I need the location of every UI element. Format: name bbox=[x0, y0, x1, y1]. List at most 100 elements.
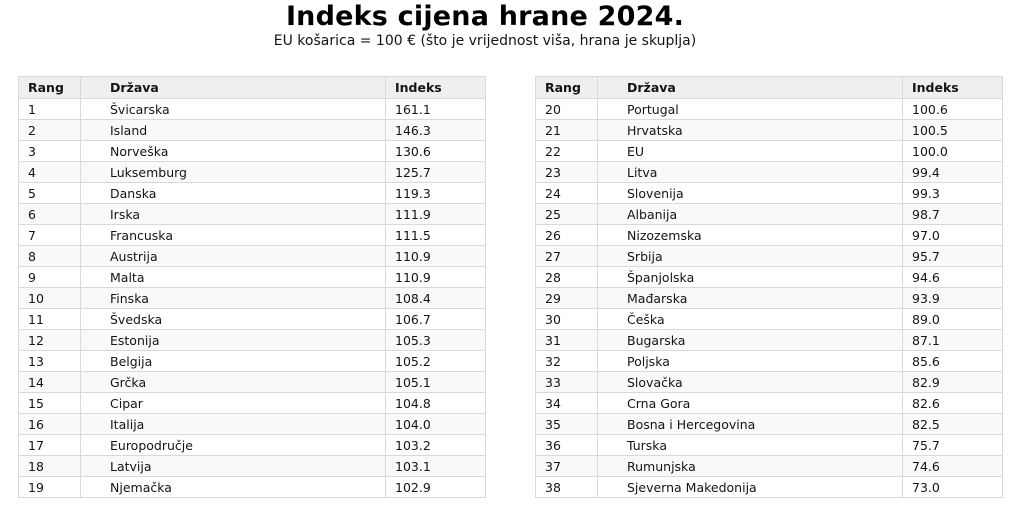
table-row: 5 Danska 119.3 bbox=[18, 182, 486, 204]
rank-cell: 1 bbox=[18, 98, 81, 120]
column-header-drzava: Država bbox=[80, 76, 386, 99]
index-cell: 98.7 bbox=[902, 203, 1003, 225]
rank-cell: 34 bbox=[535, 392, 598, 414]
table-row: 36 Turska 75.7 bbox=[535, 434, 1003, 456]
rank-cell: 26 bbox=[535, 224, 598, 246]
country-cell: Češka bbox=[597, 308, 903, 330]
index-cell: 161.1 bbox=[385, 98, 486, 120]
index-cell: 130.6 bbox=[385, 140, 486, 162]
index-cell: 73.0 bbox=[902, 476, 1003, 498]
country-cell: Malta bbox=[80, 266, 386, 288]
index-cell: 95.7 bbox=[902, 245, 1003, 267]
rank-cell: 15 bbox=[18, 392, 81, 414]
table-row: 34 Crna Gora 82.6 bbox=[535, 392, 1003, 414]
index-cell: 103.2 bbox=[385, 434, 486, 456]
rank-cell: 33 bbox=[535, 371, 598, 393]
country-cell: EU bbox=[597, 140, 903, 162]
country-cell: Hrvatska bbox=[597, 119, 903, 141]
table-row: 1 Švicarska 161.1 bbox=[18, 98, 486, 120]
index-cell: 111.9 bbox=[385, 203, 486, 225]
index-cell: 99.3 bbox=[902, 182, 1003, 204]
rank-cell: 11 bbox=[18, 308, 81, 330]
table-row: 25 Albanija 98.7 bbox=[535, 203, 1003, 225]
rank-cell: 29 bbox=[535, 287, 598, 309]
country-cell: Francuska bbox=[80, 224, 386, 246]
rank-cell: 21 bbox=[535, 119, 598, 141]
index-cell: 125.7 bbox=[385, 161, 486, 183]
index-cell: 82.5 bbox=[902, 413, 1003, 435]
index-cell: 106.7 bbox=[385, 308, 486, 330]
rank-cell: 17 bbox=[18, 434, 81, 456]
index-cell: 94.6 bbox=[902, 266, 1003, 288]
table-row: 30 Češka 89.0 bbox=[535, 308, 1003, 330]
index-cell: 99.4 bbox=[902, 161, 1003, 183]
table-row: 24 Slovenija 99.3 bbox=[535, 182, 1003, 204]
rank-cell: 27 bbox=[535, 245, 598, 267]
index-cell: 85.6 bbox=[902, 350, 1003, 372]
country-cell: Latvija bbox=[80, 455, 386, 477]
country-cell: Slovenija bbox=[597, 182, 903, 204]
table-row: 19 Njemačka 102.9 bbox=[18, 476, 486, 498]
table-row: 13 Belgija 105.2 bbox=[18, 350, 486, 372]
index-cell: 110.9 bbox=[385, 266, 486, 288]
table-row: 26 Nizozemska 97.0 bbox=[535, 224, 1003, 246]
index-cell: 103.1 bbox=[385, 455, 486, 477]
index-cell: 82.6 bbox=[902, 392, 1003, 414]
index-cell: 87.1 bbox=[902, 329, 1003, 351]
index-cell: 111.5 bbox=[385, 224, 486, 246]
country-cell: Island bbox=[80, 119, 386, 141]
table-row: 15 Cipar 104.8 bbox=[18, 392, 486, 414]
index-cell: 93.9 bbox=[902, 287, 1003, 309]
table-row: 38 Sjeverna Makedonija 73.0 bbox=[535, 476, 1003, 498]
table-row: 8 Austrija 110.9 bbox=[18, 245, 486, 267]
column-header-indeks: Indeks bbox=[385, 76, 486, 99]
country-cell: Nizozemska bbox=[597, 224, 903, 246]
page-title: Indeks cijena hrane 2024. bbox=[285, 1, 685, 32]
table-row: 28 Španjolska 94.6 bbox=[535, 266, 1003, 288]
rank-cell: 12 bbox=[18, 329, 81, 351]
country-cell: Bosna i Hercegovina bbox=[597, 413, 903, 435]
rank-cell: 5 bbox=[18, 182, 81, 204]
column-header-rang: Rang bbox=[18, 76, 81, 99]
table-row: 17 Europodručje 103.2 bbox=[18, 434, 486, 456]
index-cell: 100.0 bbox=[902, 140, 1003, 162]
rank-cell: 10 bbox=[18, 287, 81, 309]
price-index-table-ranks-20-38: Rang Država Indeks 20 Portugal 100.6 21 Hrva… bbox=[535, 76, 1003, 498]
country-cell: Danska bbox=[80, 182, 386, 204]
index-cell: 74.6 bbox=[902, 455, 1003, 477]
country-cell: Luksemburg bbox=[80, 161, 386, 183]
rank-cell: 23 bbox=[535, 161, 598, 183]
table-row: 10 Finska 108.4 bbox=[18, 287, 486, 309]
rank-cell: 19 bbox=[18, 476, 81, 498]
index-cell: 119.3 bbox=[385, 182, 486, 204]
index-cell: 97.0 bbox=[902, 224, 1003, 246]
rank-cell: 36 bbox=[535, 434, 598, 456]
rank-cell: 6 bbox=[18, 203, 81, 225]
table-row: 6 Irska 111.9 bbox=[18, 203, 486, 225]
rank-cell: 16 bbox=[18, 413, 81, 435]
country-cell: Poljska bbox=[597, 350, 903, 372]
table-row: 14 Grčka 105.1 bbox=[18, 371, 486, 393]
index-cell: 110.9 bbox=[385, 245, 486, 267]
index-cell: 105.3 bbox=[385, 329, 486, 351]
country-cell: Cipar bbox=[80, 392, 386, 414]
country-cell: Litva bbox=[597, 161, 903, 183]
country-cell: Slovačka bbox=[597, 371, 903, 393]
country-cell: Crna Gora bbox=[597, 392, 903, 414]
page-subtitle: EU košarica = 100 € (što je vrijednost v… bbox=[273, 33, 697, 49]
country-cell: Bugarska bbox=[597, 329, 903, 351]
index-cell: 102.9 bbox=[385, 476, 486, 498]
table-row: 2 Island 146.3 bbox=[18, 119, 486, 141]
country-cell: Norveška bbox=[80, 140, 386, 162]
table-row: 7 Francuska 111.5 bbox=[18, 224, 486, 246]
rank-cell: 30 bbox=[535, 308, 598, 330]
rank-cell: 4 bbox=[18, 161, 81, 183]
index-cell: 75.7 bbox=[902, 434, 1003, 456]
index-cell: 104.8 bbox=[385, 392, 486, 414]
index-cell: 146.3 bbox=[385, 119, 486, 141]
rank-cell: 35 bbox=[535, 413, 598, 435]
table-row: 35 Bosna i Hercegovina 82.5 bbox=[535, 413, 1003, 435]
rank-cell: 3 bbox=[18, 140, 81, 162]
index-cell: 82.9 bbox=[902, 371, 1003, 393]
table-row: 31 Bugarska 87.1 bbox=[535, 329, 1003, 351]
